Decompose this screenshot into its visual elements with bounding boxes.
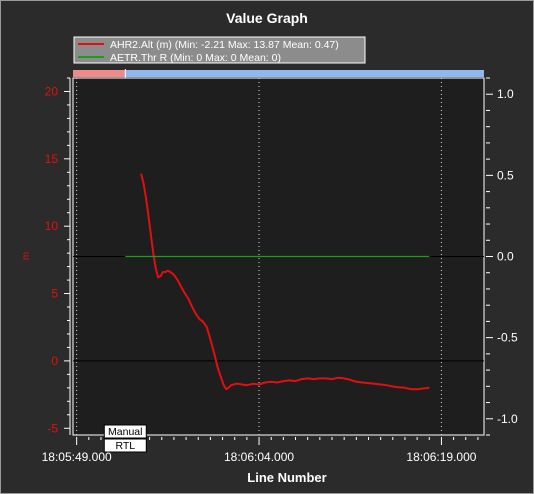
left-tick-label-2: 10 bbox=[45, 219, 59, 233]
mode-annotation-box-1 bbox=[103, 438, 147, 453]
right-tick-label-3: -0.5 bbox=[497, 331, 518, 345]
mode-segment-1 bbox=[125, 70, 484, 77]
series-line-alt bbox=[140, 173, 430, 391]
legend-box bbox=[73, 36, 366, 64]
left-y-axis: 20 15 10 5 0 -5 bbox=[45, 77, 71, 435]
left-tick-label-4: 0 bbox=[51, 354, 58, 368]
x-tick-label-1: 18:06:04.000 bbox=[224, 450, 294, 464]
x-axis-label: Line Number bbox=[247, 470, 326, 485]
chart-title: Value Graph bbox=[226, 10, 308, 26]
mode-annotations: Manual RTL bbox=[103, 424, 147, 453]
legend-entry-alt[interactable]: AHR2.Alt (m) (Min: -2.21 Max: 13.87 Mean… bbox=[110, 39, 339, 51]
left-tick-label-1: 15 bbox=[45, 152, 59, 166]
mode-annotation-label-0: Manual bbox=[108, 426, 142, 438]
mode-annotation-label-1: RTL bbox=[115, 440, 135, 452]
right-tick-label-1: 0.5 bbox=[497, 168, 514, 182]
x-axis: 18:05:49.000 18:06:04.000 18:06:19.000 bbox=[42, 437, 479, 464]
x-tick-label-0: 18:05:49.000 bbox=[42, 450, 112, 464]
left-tick-label-5: -5 bbox=[47, 421, 58, 435]
right-tick-label-0: 1.0 bbox=[497, 87, 514, 101]
x-tick-label-2: 18:06:19.000 bbox=[406, 450, 476, 464]
right-tick-label-2: 0.0 bbox=[497, 250, 514, 264]
y-axis-label-left: m bbox=[21, 252, 32, 260]
right-y-axis: 1.0 0.5 0.0 -0.5 -1.0 bbox=[486, 77, 518, 436]
legend[interactable]: AHR2.Alt (m) (Min: -2.21 Max: 13.87 Mean… bbox=[73, 36, 366, 64]
left-tick-label-0: 20 bbox=[45, 84, 59, 98]
flight-mode-bar bbox=[73, 69, 484, 78]
right-tick-label-4: -1.0 bbox=[497, 412, 518, 426]
legend-entry-thr[interactable]: AETR.Thr R (Min: 0 Max: 0 Mean: 0) bbox=[110, 52, 281, 64]
mode-segment-0 bbox=[73, 70, 126, 77]
left-tick-label-3: 5 bbox=[51, 287, 58, 301]
mode-annotation-box-0 bbox=[103, 424, 147, 439]
series-layer bbox=[125, 173, 430, 391]
